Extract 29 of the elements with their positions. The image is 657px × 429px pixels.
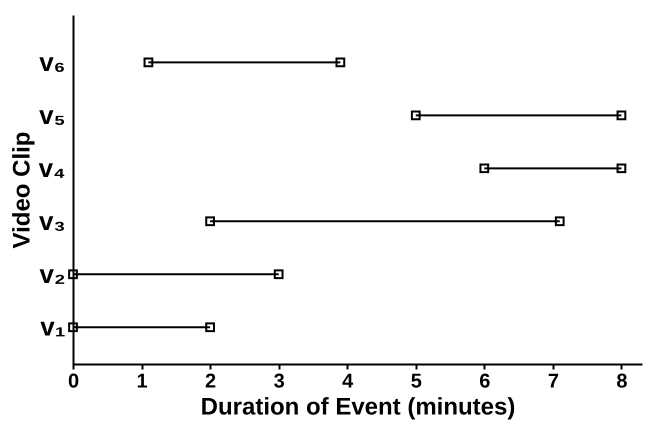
x-tick-label: 3	[274, 370, 285, 392]
point	[554, 216, 565, 226]
x-tick-label: 7	[548, 370, 559, 392]
y-tick-label: v₁	[40, 312, 66, 342]
y-tick-label: v₄	[38, 152, 66, 183]
x-tick-label: 2	[205, 370, 216, 392]
point	[144, 58, 154, 68]
point	[335, 58, 346, 68]
x-tick-label: 5	[410, 370, 422, 392]
x-tick-label: 1	[136, 370, 148, 392]
point	[68, 269, 78, 280]
y-tick-label: v₆	[39, 46, 66, 77]
y-tick-label: v₂	[39, 258, 66, 289]
y-tick-label: v₅	[39, 100, 66, 130]
x-tick-label: 4	[342, 370, 354, 392]
y-axis-title: Video Clip	[8, 132, 36, 248]
point	[479, 163, 490, 174]
point	[205, 216, 215, 226]
point	[274, 269, 284, 280]
x-tick-label: 0	[68, 370, 80, 392]
x-tick-label: 8	[616, 370, 628, 392]
point	[410, 110, 421, 120]
x-axis-title: Duration of Event (minutes)	[200, 394, 516, 420]
x-tick-label: 6	[479, 370, 490, 392]
y-tick-label: v₃	[39, 206, 66, 236]
point	[205, 322, 215, 332]
point	[616, 110, 626, 120]
point	[616, 163, 626, 174]
point	[68, 322, 78, 332]
